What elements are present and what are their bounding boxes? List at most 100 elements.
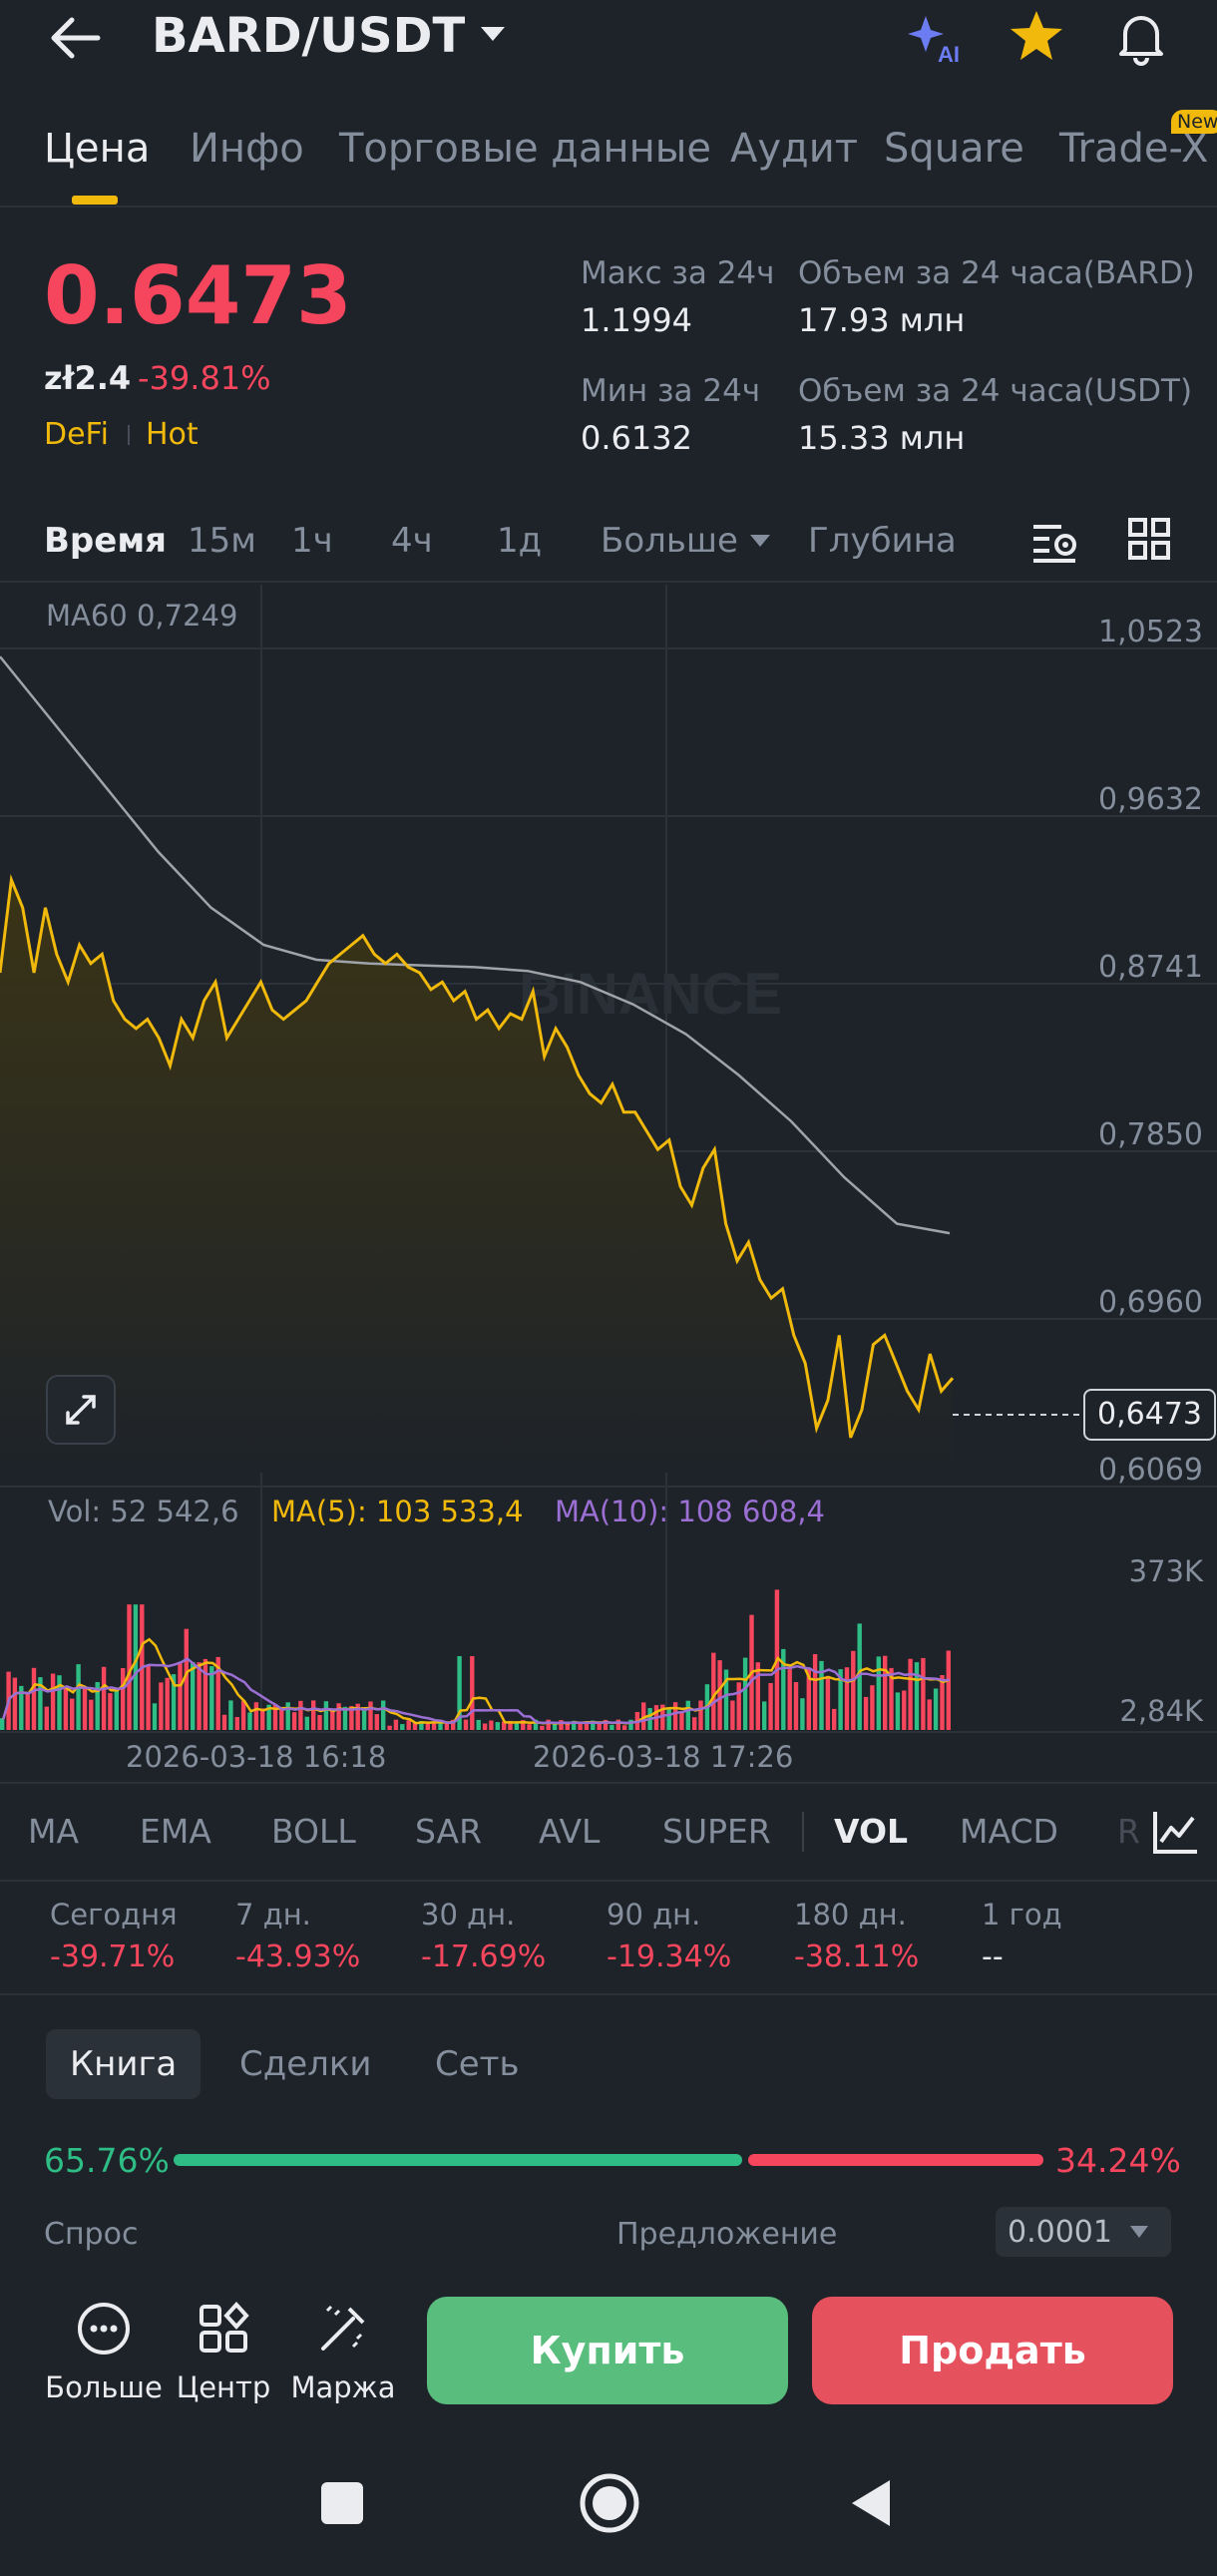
sell-button[interactable]: Продать: [812, 2297, 1173, 2404]
volume-ma5-line: [2, 1637, 951, 1725]
indicator-avl[interactable]: AVL: [539, 1812, 601, 1851]
grid-layout-icon[interactable]: [1127, 517, 1171, 561]
tab-square[interactable]: Square: [884, 126, 1024, 172]
volume-bar: [946, 1650, 951, 1730]
indicator-sar[interactable]: SAR: [415, 1812, 483, 1851]
main-tabs: Цена Инфо Торговые данные Аудит Square T…: [0, 110, 1217, 208]
buy-button[interactable]: Купить: [427, 2297, 788, 2404]
low-24h-value: 0.6132: [581, 419, 692, 457]
interval-depth[interactable]: Глубина: [808, 521, 957, 561]
chart-settings-icon[interactable]: [1031, 517, 1079, 565]
binance-watermark: BINANCE: [519, 962, 782, 1027]
back-arrow-icon[interactable]: [48, 14, 104, 62]
back-triangle-icon[interactable]: [848, 2478, 894, 2528]
last-price: 0.6473: [44, 249, 352, 342]
chevron-down-icon: [479, 24, 507, 48]
tab-order-book[interactable]: Книга: [46, 2029, 202, 2099]
volume-bar: [546, 1719, 551, 1730]
indicator-boll[interactable]: BOLL: [271, 1812, 356, 1851]
tab-trading-data[interactable]: Торговые данные: [339, 126, 711, 172]
apps-grid-icon: [200, 2302, 249, 2353]
interval-4h[interactable]: 4ч: [391, 521, 433, 561]
margin-button[interactable]: Маржа: [283, 2299, 403, 2404]
indicator-ema[interactable]: EMA: [140, 1812, 211, 1851]
interval-time[interactable]: Время: [44, 521, 167, 561]
recent-apps-icon[interactable]: [321, 2482, 363, 2524]
expand-chart-icon[interactable]: [46, 1375, 116, 1445]
tab-info[interactable]: Инфо: [190, 126, 304, 172]
volume-bar: [819, 1660, 824, 1730]
volume-bar: [768, 1683, 773, 1730]
volume-bar: [812, 1654, 818, 1730]
y-tick-6: 0,6069: [1098, 1453, 1203, 1488]
indicator-ma[interactable]: MA: [28, 1812, 80, 1851]
precision-selector[interactable]: 0.0001: [996, 2207, 1171, 2257]
volume-bar: [463, 1719, 469, 1730]
volume-bar: [863, 1696, 869, 1730]
tab-trades[interactable]: Сделки: [239, 2044, 372, 2084]
volume-bar: [742, 1657, 748, 1730]
indicator-macd[interactable]: MACD: [960, 1812, 1058, 1851]
volume-tick-top: 373K: [1128, 1554, 1203, 1588]
indicator-vol[interactable]: VOL: [834, 1812, 909, 1851]
interval-more[interactable]: Больше: [601, 521, 772, 561]
volume-bar: [221, 1714, 227, 1730]
tag-hot[interactable]: Hot: [146, 417, 199, 452]
volume-bar: [615, 1719, 620, 1730]
volume-bar: [393, 1719, 399, 1730]
perf-180d-value: -38.11%: [794, 1939, 920, 1974]
volume-bar: [381, 1700, 386, 1730]
volume-bar: [253, 1702, 259, 1730]
volume-bar: [565, 1722, 570, 1730]
volume-bar: [336, 1703, 341, 1730]
volume-bar: [755, 1662, 760, 1730]
perf-7d-label: 7 дн.: [235, 1898, 311, 1932]
pair-selector[interactable]: BARD/USDT: [152, 6, 507, 66]
bell-icon[interactable]: [1113, 8, 1169, 66]
volume-bar: [603, 1719, 608, 1730]
fiat-price: zł2.4: [44, 359, 132, 397]
price-line: [0, 873, 955, 1439]
indicator-super[interactable]: SUPER: [662, 1812, 771, 1851]
ai-sparkle-icon[interactable]: AI: [904, 10, 964, 67]
volume-bar: [717, 1660, 722, 1730]
volume-bar: [38, 1677, 43, 1730]
perf-90d-label: 90 дн.: [607, 1898, 701, 1932]
tab-audit[interactable]: Аудит: [730, 126, 858, 172]
volume-bar: [692, 1717, 697, 1730]
center-button[interactable]: Центр: [164, 2299, 283, 2404]
volume-bar: [457, 1656, 462, 1730]
tag-defi[interactable]: DeFi: [44, 417, 109, 452]
home-icon[interactable]: [579, 2472, 640, 2534]
interval-15m[interactable]: 15м: [188, 521, 256, 561]
volume-bar: [387, 1725, 392, 1730]
volume-bar: [355, 1703, 360, 1730]
interval-1h[interactable]: 1ч: [291, 521, 333, 561]
tab-network[interactable]: Сеть: [435, 2044, 520, 2084]
volume-bar: [451, 1719, 456, 1730]
star-icon[interactable]: [1008, 8, 1065, 64]
volume-bar: [628, 1719, 633, 1730]
tab-price[interactable]: Цена: [44, 126, 151, 172]
system-navigation-bar: [0, 2434, 1217, 2576]
header: BARD/USDT AI: [0, 0, 1217, 80]
price-chart[interactable]: BINANCE MA60 0,7249 1,0523 0,9632 0,8741…: [0, 585, 1217, 1782]
volume-bar: [323, 1701, 329, 1730]
volume-bar: [851, 1650, 856, 1730]
volume-bar: [762, 1701, 767, 1730]
indicator-r[interactable]: R: [1117, 1812, 1140, 1851]
perf-today-value: -39.71%: [50, 1939, 176, 1974]
volume-bar: [540, 1725, 545, 1730]
triangle-down-icon: [749, 535, 770, 547]
indicator-settings-icon[interactable]: [1147, 1804, 1203, 1860]
interval-1d[interactable]: 1д: [497, 521, 543, 561]
volume-bar: [215, 1656, 220, 1730]
more-button[interactable]: Больше: [44, 2299, 164, 2404]
volume-bar: [482, 1723, 488, 1730]
volume-bar: [902, 1690, 907, 1730]
volume-bar: [368, 1701, 373, 1730]
vol-quote-value: 15.33 млн: [798, 419, 966, 457]
price-area-fill: [0, 879, 953, 1473]
volume-bar: [533, 1719, 539, 1730]
volume-bar: [597, 1723, 602, 1730]
